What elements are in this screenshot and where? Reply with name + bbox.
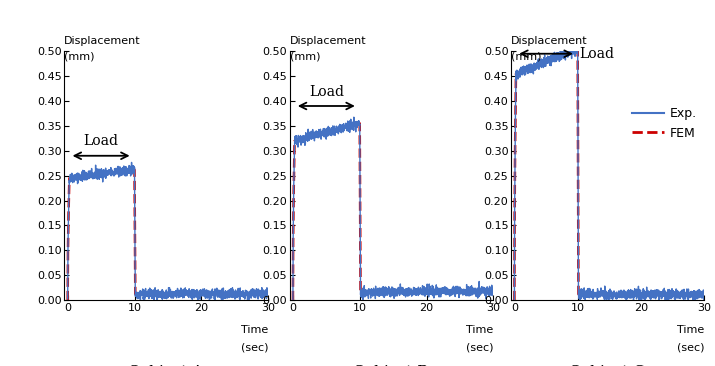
Text: Subject A: Subject A xyxy=(129,365,203,366)
Text: Displacement: Displacement xyxy=(290,36,366,46)
Text: Subject B: Subject B xyxy=(354,365,429,366)
Text: (sec): (sec) xyxy=(241,343,268,352)
Text: Load: Load xyxy=(309,85,344,98)
Text: (mm): (mm) xyxy=(64,51,95,61)
Text: Load: Load xyxy=(579,47,614,61)
Text: Time: Time xyxy=(677,325,704,335)
Text: (sec): (sec) xyxy=(466,343,493,352)
Text: Time: Time xyxy=(466,325,493,335)
Text: Time: Time xyxy=(241,325,268,335)
Text: (mm): (mm) xyxy=(511,51,542,61)
Text: (mm): (mm) xyxy=(290,51,320,61)
Text: Displacement: Displacement xyxy=(511,36,588,46)
Text: (sec): (sec) xyxy=(677,343,704,352)
Text: Displacement: Displacement xyxy=(64,36,141,46)
Text: Subject C: Subject C xyxy=(571,365,645,366)
Legend: Exp., FEM: Exp., FEM xyxy=(627,102,702,145)
Text: Load: Load xyxy=(84,134,119,148)
